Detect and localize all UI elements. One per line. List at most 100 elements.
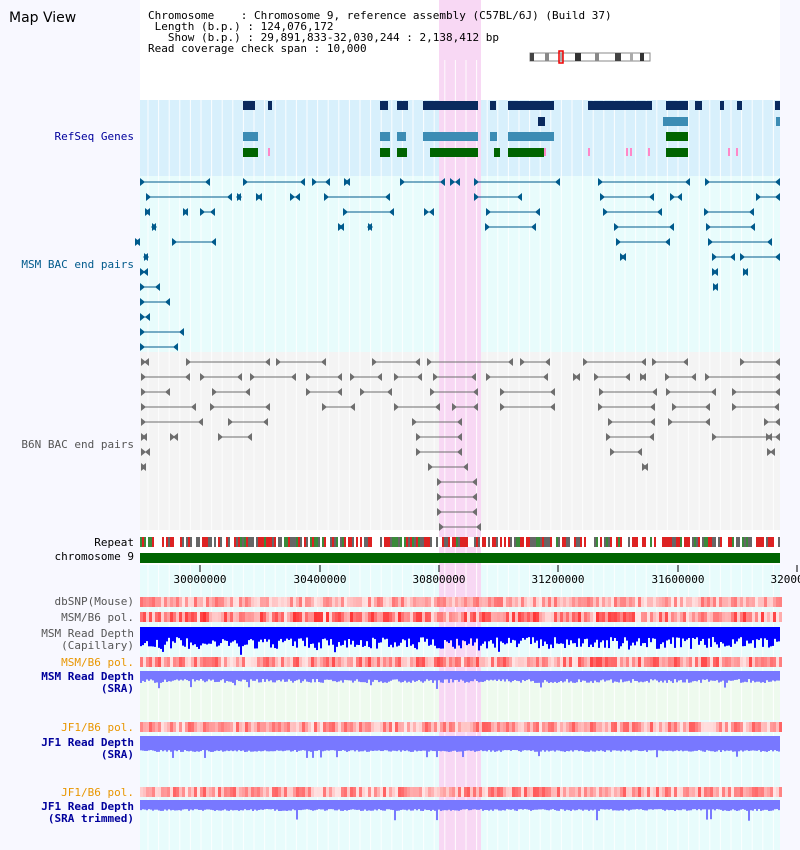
- jf1-depth-sra-bar: [192, 736, 194, 752]
- jf1-depth-trimmed-bar: [614, 800, 616, 811]
- repeat-element: [156, 537, 158, 547]
- jf1-b6-pol-heat-2: [170, 787, 173, 797]
- jf1-b6-pol-heat-2: [653, 787, 656, 797]
- msm-depth-capillary-bar: [768, 627, 770, 648]
- jf1-b6-pol-heat-1: [164, 722, 167, 732]
- msm-depth-capillary-bar: [472, 627, 474, 646]
- jf1-depth-trimmed-bar: [418, 800, 420, 810]
- jf1-depth-trimmed-bar: [620, 800, 622, 811]
- jf1-b6-pol-heat-1: [656, 722, 659, 732]
- ideogram-position-marker: [558, 50, 564, 64]
- repeat-element: [616, 537, 618, 547]
- repeat-element: [540, 537, 542, 547]
- repeat-element: [188, 537, 190, 547]
- jf1-depth-trimmed-bar: [250, 800, 252, 810]
- msm-depth-capillary-bar: [736, 627, 738, 642]
- msm-depth-sra-bar: [198, 671, 200, 681]
- jf1-b6-pol-heat-2: [245, 787, 248, 797]
- jf1-b6-pol-heat-2: [284, 787, 287, 797]
- msm-depth-sra-bar: [336, 671, 338, 683]
- msm-bac-pair-end: [257, 193, 262, 201]
- jf1-depth-trimmed-bar: [464, 800, 466, 810]
- jf1-depth-trimmed-bar: [340, 800, 342, 811]
- msm-depth-sra-bar: [654, 671, 656, 680]
- jf1-b6-pol-heat-1: [224, 722, 227, 732]
- jf1-b6-pol-heat-2: [488, 787, 491, 797]
- jf1-depth-sra-bar: [608, 736, 610, 751]
- msm-depth-sra-bar: [616, 671, 618, 682]
- b6n-bac-pair-end: [191, 403, 196, 411]
- msm-depth-capillary-bar: [168, 627, 170, 638]
- msm-b6-pol-heat-1: [770, 612, 773, 622]
- msm-read-depth-sra-label: MSM Read Depth (SRA): [41, 670, 134, 695]
- b6n-bac-pair-end: [550, 403, 555, 411]
- jf1-b6-pol-heat-2: [569, 787, 572, 797]
- jf1-b6-pol-heat-1: [284, 722, 287, 732]
- msm-depth-capillary-bar: [650, 627, 652, 643]
- repeat-element: [520, 537, 522, 547]
- repeat-element: [142, 537, 144, 547]
- jf1-b6-pol-heat-2: [464, 787, 467, 797]
- jf1-depth-sra-bar: [354, 736, 356, 752]
- b6n-bac-pair-end: [652, 358, 657, 366]
- repeat-element: [774, 537, 776, 547]
- dbsnp-heat: [461, 597, 464, 607]
- msm-bac-pair-end: [775, 193, 780, 201]
- jf1-depth-sra-bar: [604, 736, 606, 752]
- b6n-bac-pair-end: [775, 373, 780, 381]
- msm-depth-capillary-bar: [246, 627, 248, 645]
- b6n-bac-pair-end: [212, 388, 217, 396]
- msm-b6-pol-heat-2: [197, 657, 200, 667]
- jf1-depth-sra-bar: [668, 736, 670, 751]
- jf1-b6-pol-heat-2: [560, 787, 563, 797]
- b6n-bac-pair-end: [457, 448, 462, 456]
- jf1-depth-trimmed-bar: [476, 800, 478, 810]
- msm-depth-sra-bar: [322, 671, 324, 683]
- jf1-b6-pol-heat-1: [194, 722, 197, 732]
- show-value: 29,891,833-32,030,244 : 2,138,412 bp: [260, 31, 500, 44]
- msm-depth-capillary-bar: [298, 627, 300, 639]
- jf1-depth-sra-bar: [572, 736, 574, 752]
- jf1-depth-sra-bar: [582, 736, 584, 752]
- jf1-b6-pol-heat-2: [716, 787, 719, 797]
- msm-depth-capillary-bar: [336, 627, 338, 647]
- msm-b6-pol-heat-2: [578, 657, 581, 667]
- b6n-bac-pair-end: [141, 448, 146, 456]
- jf1-depth-sra-bar: [228, 736, 230, 752]
- dbsnp-heat: [536, 597, 539, 607]
- dbsnp-heat: [638, 597, 641, 607]
- jf1-depth-sra-bar: [374, 736, 376, 751]
- repeat-element: [554, 537, 556, 547]
- jf1-b6-pol-heat-1: [749, 722, 752, 732]
- jf1-depth-trimmed-bar: [732, 800, 734, 810]
- repeat-element: [576, 537, 578, 547]
- msm-depth-capillary-bar: [200, 627, 202, 646]
- jf1-b6-pol-heat-1: [179, 722, 182, 732]
- jf1-b6-pol-label-2: JF1/B6 pol.: [61, 786, 134, 799]
- dbsnp-heat: [671, 597, 674, 607]
- msm-b6-pol-heat-2: [305, 657, 308, 667]
- repeat-element: [260, 537, 262, 547]
- repeat-element: [382, 537, 384, 547]
- dbsnp-heat: [293, 597, 296, 607]
- msm-depth-capillary-bar: [632, 627, 634, 643]
- msm-depth-sra-bar: [328, 671, 330, 680]
- msm-depth-capillary-bar: [552, 627, 554, 649]
- msm-depth-sra-bar: [292, 671, 294, 683]
- msm-depth-sra-bar: [374, 671, 376, 680]
- msm-depth-capillary-bar: [202, 627, 204, 644]
- msm-depth-sra-bar: [524, 671, 526, 682]
- jf1-b6-pol-heat-1: [482, 722, 485, 732]
- msm-b6-pol-heat-2: [485, 657, 488, 667]
- msm-b6-pol-heat-2: [359, 657, 362, 667]
- jf1-depth-sra-bar: [622, 736, 624, 751]
- msm-b6-pol-heat-1: [491, 612, 494, 622]
- jf1-depth-sra-bar: [284, 736, 286, 751]
- msm-depth-sra-bar: [288, 671, 290, 680]
- jf1-b6-pol-heat-1: [425, 722, 428, 732]
- jf1-b6-pol-heat-2: [599, 787, 602, 797]
- msm-depth-sra-bar: [604, 671, 606, 682]
- jf1-depth-trimmed-bar: [488, 800, 490, 811]
